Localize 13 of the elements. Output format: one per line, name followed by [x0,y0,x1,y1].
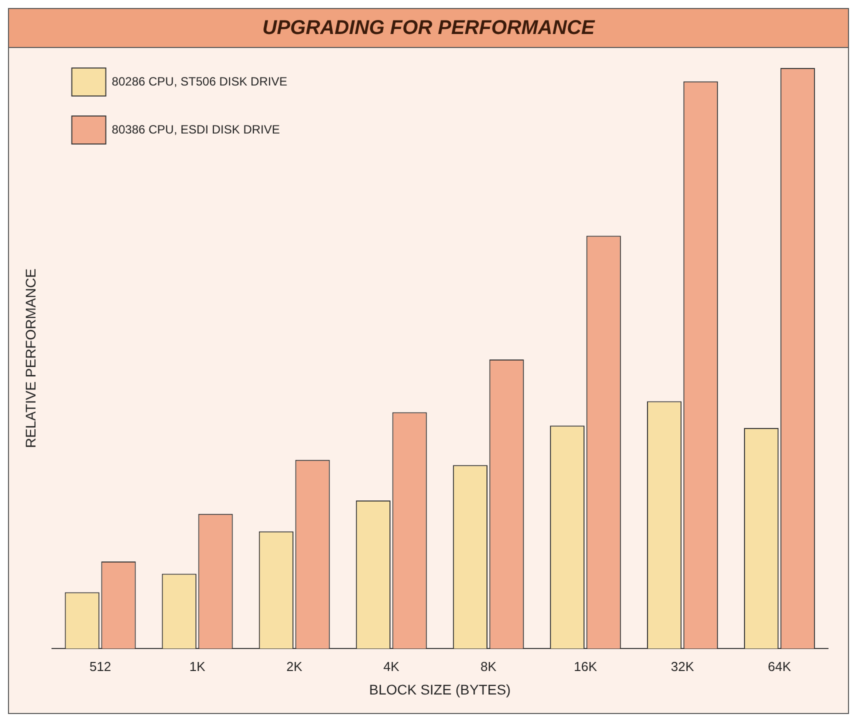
x-tick-label: 4K [383,658,400,674]
x-tick-label: 512 [89,658,112,674]
chart-title: UPGRADING FOR PERFORMANCE [9,9,848,48]
x-tick-label: 32K [670,658,694,674]
x-tick-label: 1K [189,658,206,674]
x-axis-title: BLOCK SIZE (BYTES) [369,681,511,698]
x-tick-label: 16K [574,658,598,674]
legend-label: 80386 CPU, ESDI DISK DRIVE [112,122,280,136]
x-tick-label: 2K [286,658,303,674]
x-tick-label: 64K [768,658,792,674]
legend-label: 80286 CPU, ST506 DISK DRIVE [112,74,288,88]
x-tick-label: 8K [480,658,497,674]
y-axis-title: RELATIVE PERFORMANCE [22,268,38,448]
